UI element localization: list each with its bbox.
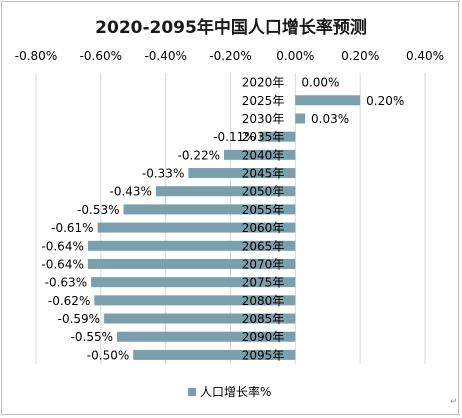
category-label: 2050年 bbox=[242, 185, 285, 199]
category-label: 2065年 bbox=[242, 239, 285, 253]
data-label: -0.53% bbox=[77, 203, 119, 217]
data-label: -0.59% bbox=[58, 312, 100, 326]
bar bbox=[295, 95, 361, 106]
x-tick-label: -0.40% bbox=[144, 49, 186, 63]
bar bbox=[104, 313, 296, 324]
bar bbox=[259, 131, 296, 142]
category-label: 2025年 bbox=[242, 94, 285, 108]
bar bbox=[224, 149, 296, 160]
category-label: 2060年 bbox=[242, 221, 285, 235]
data-label: -0.33% bbox=[142, 167, 184, 181]
chart-title: 2020-2095年中国人口增长率预测 bbox=[95, 17, 367, 38]
legend-swatch bbox=[188, 388, 196, 396]
category-label: 2075年 bbox=[242, 276, 285, 290]
legend-label: 人口增长率% bbox=[200, 384, 271, 399]
bar bbox=[94, 295, 296, 306]
x-tick-label: -0.20% bbox=[209, 49, 251, 63]
data-label: -0.55% bbox=[71, 330, 113, 344]
bar bbox=[155, 186, 296, 197]
data-labels: 0.00% 0.20% 0.03% -0.11% -0.22% -0.33% -0.43% -… bbox=[41, 76, 404, 363]
bar bbox=[117, 331, 296, 342]
bar bbox=[87, 240, 296, 251]
data-label: -0.63% bbox=[45, 276, 87, 290]
data-label: -0.11% bbox=[213, 130, 255, 144]
category-label: 2040年 bbox=[242, 148, 285, 162]
bar bbox=[97, 222, 296, 233]
data-label: 0.03% bbox=[311, 112, 349, 126]
x-tick-label: -0.80% bbox=[15, 49, 57, 63]
x-axis-tick-labels: -0.80% -0.60% -0.40% -0.20% 0.00% 0.20% 0.40% bbox=[15, 49, 444, 63]
x-tick-label: 0.20% bbox=[341, 49, 379, 63]
data-label: 0.00% bbox=[301, 76, 339, 90]
category-label: 2045年 bbox=[242, 167, 285, 181]
category-label: 2090年 bbox=[242, 330, 285, 344]
bar bbox=[123, 204, 296, 215]
bar-series bbox=[87, 95, 361, 360]
bar bbox=[295, 113, 306, 124]
x-tick-label: -0.60% bbox=[80, 49, 122, 63]
x-tick-label: 0.40% bbox=[406, 49, 444, 63]
data-label: -0.64% bbox=[41, 257, 83, 271]
category-label: 2030年 bbox=[242, 112, 285, 126]
category-label: 2055年 bbox=[242, 203, 285, 217]
category-label: 2085年 bbox=[242, 312, 285, 326]
bar bbox=[133, 349, 296, 360]
category-label: 2080年 bbox=[242, 294, 285, 308]
category-label: 2020年 bbox=[242, 76, 285, 90]
category-label: 2070年 bbox=[242, 257, 285, 271]
data-label: -0.61% bbox=[51, 221, 93, 235]
legend: 人口增长率% bbox=[188, 384, 271, 399]
data-label: -0.43% bbox=[109, 185, 151, 199]
corner-mark: ↵ bbox=[450, 397, 458, 407]
data-label: 0.20% bbox=[366, 94, 404, 108]
bar bbox=[91, 277, 296, 288]
data-label: -0.64% bbox=[41, 239, 83, 253]
category-labels: 2020年 2025年 2030年 2035年 2040年 2045年 2050年 2055年… bbox=[242, 76, 285, 363]
category-label: 2095年 bbox=[242, 348, 285, 362]
bar bbox=[188, 168, 296, 179]
x-tick-label: 0.00% bbox=[276, 49, 314, 63]
bar bbox=[87, 258, 296, 269]
data-label: -0.62% bbox=[48, 294, 90, 308]
data-label: -0.50% bbox=[87, 348, 129, 362]
data-label: -0.22% bbox=[178, 148, 220, 162]
category-label: 2035年 bbox=[242, 130, 285, 144]
